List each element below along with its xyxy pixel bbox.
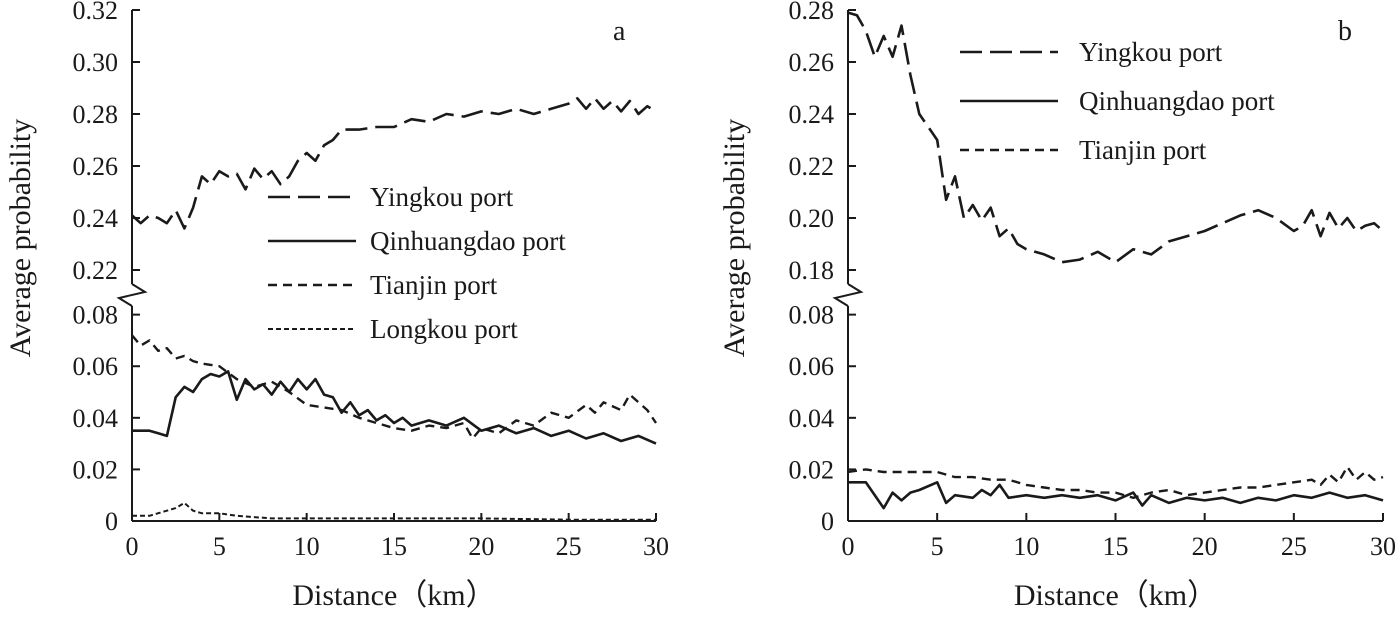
legend-label: Yingkou port (1079, 37, 1223, 67)
y-axis-break-mark (116, 283, 148, 307)
x-tick-label: 10 (294, 532, 320, 561)
y-tick-label: 0.28 (789, 0, 835, 25)
y-tick-label: 0.26 (73, 152, 119, 181)
y-tick-label: 0.08 (73, 301, 119, 330)
panel-label: b (1338, 16, 1352, 47)
y-tick-label: 0.26 (789, 48, 835, 77)
y-tick-label: 0.06 (789, 352, 835, 381)
series-line-yingkou-port (131, 97, 657, 230)
y-tick-label: 0.32 (73, 0, 119, 25)
y-tick-label: 0.04 (73, 404, 119, 433)
y-tick-label: 0 (105, 507, 118, 536)
x-tick-label: 15 (381, 532, 407, 561)
y-tick-label: 0.20 (789, 204, 835, 233)
y-tick-label: 0.02 (789, 455, 835, 484)
x-tick-label: 5 (213, 532, 226, 561)
x-tick-label: 10 (1013, 532, 1039, 561)
y-axis-title: Average probability (718, 119, 751, 358)
y-tick-label: 0.24 (73, 204, 119, 233)
y-tick-label: 0.08 (789, 301, 835, 330)
y-tick-label: 0.02 (73, 455, 119, 484)
x-tick-label: 15 (1103, 532, 1129, 561)
legend-label: Qinhuangdao port (1079, 86, 1275, 116)
y-tick-label: 0 (821, 507, 834, 536)
y-axis-break-mark (832, 283, 864, 307)
chart-panel-a: 0 5 10 15 20 25 30 0.22 0.24 0.26 0.28 0.30 0.32 0 0.0… (4, 0, 669, 612)
y-tick-label: 0.30 (73, 48, 119, 77)
x-tick-label: 30 (643, 532, 669, 561)
series-line-qinhuangdao-port (132, 370, 657, 445)
legend-label: Tianjin port (370, 270, 498, 300)
x-tick-label: 30 (1370, 532, 1396, 561)
y-tick-label: 0.28 (73, 100, 119, 129)
legend: Yingkou port Qinhuangdao port Tianjin port (960, 37, 1275, 165)
series-line-tianjin-port (131, 334, 657, 440)
y-tick-label: 0.22 (789, 152, 835, 181)
y-tick-label: 0.06 (73, 352, 119, 381)
legend-label: Yingkou port (370, 182, 514, 212)
chart-panel-b: 0 5 10 15 20 25 30 0.18 0.20 0.22 0.24 0.26 0.28 0 0.0… (718, 0, 1396, 612)
y-tick-label: 0.04 (789, 404, 835, 433)
x-tick-label: 25 (556, 532, 582, 561)
legend: Yingkou port Qinhuangdao port Tianjin port… (268, 182, 566, 344)
y-tick-label: 0.22 (73, 256, 119, 285)
x-tick-label: 20 (1192, 532, 1218, 561)
x-tick-label: 25 (1281, 532, 1307, 561)
legend-label: Tianjin port (1079, 135, 1207, 165)
panel-label: a (613, 16, 626, 47)
y-tick-label: 0.18 (789, 256, 835, 285)
x-tick-label: 0 (842, 532, 855, 561)
series-line-yingkou-port (847, 11, 1384, 264)
y-axis-title: Average probability (4, 119, 37, 358)
y-tick-label: 0.24 (789, 100, 835, 129)
legend-label: Qinhuangdao port (370, 226, 566, 256)
x-tick-label: 5 (931, 532, 944, 561)
x-axis-title: Distance（km） (1014, 579, 1217, 612)
series-line-qinhuangdao-port (848, 480, 1384, 510)
x-axis-title: Distance（km） (292, 579, 495, 612)
x-tick-label: 0 (126, 532, 139, 561)
x-tick-label: 20 (468, 532, 494, 561)
legend-label: Longkou port (370, 314, 518, 344)
series-line-tianjin-port (847, 465, 1384, 499)
